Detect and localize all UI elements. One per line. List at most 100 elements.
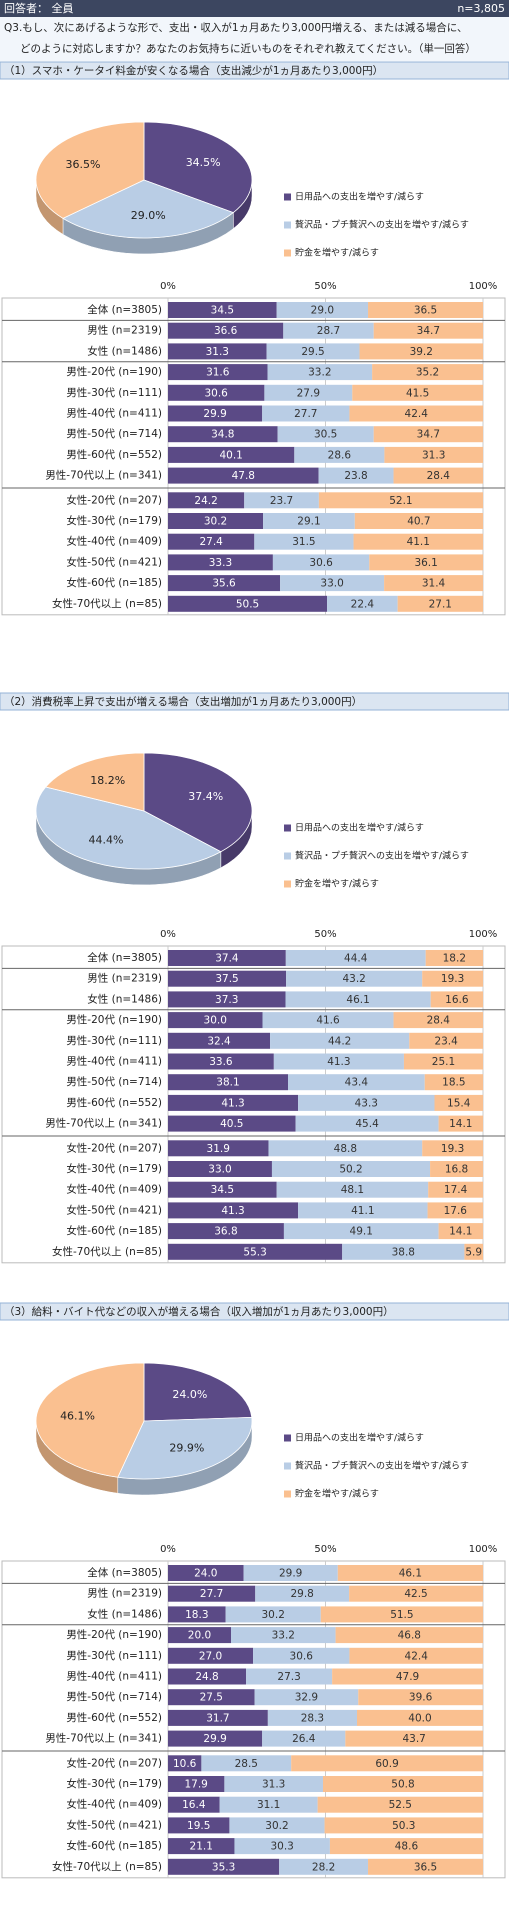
bar-value-label: 30.6 xyxy=(290,1650,314,1662)
bar-value-label: 43.2 xyxy=(342,973,365,985)
category-label: 男性-70代以上 (n=341) xyxy=(45,1117,162,1130)
bar-value-label: 31.6 xyxy=(206,367,230,379)
bar-value-label: 41.3 xyxy=(327,1056,350,1068)
bar-value-label: 30.2 xyxy=(262,1609,285,1621)
legend-swatch xyxy=(284,880,291,888)
section-title: （1）スマホ・ケータイ料金が安くなる場合（支出減少が1ヵ月あたり3,000円） xyxy=(4,64,383,77)
bar-value-label: 42.4 xyxy=(405,1650,429,1662)
category-label: 男性 (n=2319) xyxy=(87,324,162,337)
bar-value-label: 42.4 xyxy=(405,408,429,420)
category-label: 男性-40代 (n=411) xyxy=(66,407,162,420)
bar-segment xyxy=(372,364,483,381)
legend-label: 贅沢品・プチ贅沢への支出を増やす/減らす xyxy=(295,850,469,862)
bar-segment xyxy=(254,1689,359,1706)
bar-segment xyxy=(270,1032,410,1049)
bar-value-label: 27.3 xyxy=(277,1671,300,1683)
bar-segment xyxy=(359,343,483,360)
bar-segment xyxy=(168,1796,220,1813)
bar-segment xyxy=(409,1032,483,1049)
x-tick-label: 0% xyxy=(160,1544,176,1555)
bar-value-label: 31.9 xyxy=(207,1143,230,1155)
bar-segment xyxy=(168,384,265,401)
bar-segment xyxy=(324,1817,483,1834)
bar-segment xyxy=(168,1606,226,1623)
bar-value-label: 44.2 xyxy=(328,1035,351,1047)
bar-segment xyxy=(254,533,354,550)
category-label: 女性-20代 (n=207) xyxy=(66,493,162,506)
bar-segment xyxy=(357,1709,483,1726)
bar-segment xyxy=(317,1796,483,1813)
bar-segment xyxy=(266,343,360,360)
bar-segment xyxy=(285,950,426,966)
bar-value-label: 27.1 xyxy=(429,598,452,610)
category-label: 女性-50代 (n=421) xyxy=(66,555,162,568)
bar-segment xyxy=(168,1565,244,1581)
bar-segment xyxy=(168,1668,247,1685)
category-label: 男性-60代 (n=552) xyxy=(66,1711,162,1724)
question-box xyxy=(0,17,509,61)
bar-value-label: 24.2 xyxy=(194,495,217,507)
bar-value-label: 27.5 xyxy=(200,1692,223,1704)
pie-slice xyxy=(62,179,235,239)
category-label: 女性 (n=1486) xyxy=(87,992,162,1005)
bar-value-label: 44.4 xyxy=(344,953,368,965)
category-label: 女性-40代 (n=409) xyxy=(66,535,162,548)
bar-value-label: 36.1 xyxy=(414,557,437,569)
bar-value-label: 46.1 xyxy=(399,1568,422,1580)
bar-value-label: 27.7 xyxy=(200,1588,223,1600)
pie-label: 29.0% xyxy=(131,209,166,222)
bar-value-label: 34.7 xyxy=(417,325,440,337)
x-tick-label: 100% xyxy=(469,1544,498,1555)
bar-segment xyxy=(349,405,483,422)
bar-segment xyxy=(353,533,483,550)
bar-segment xyxy=(271,1161,431,1177)
legend-label: 貯金を増やす/減らす xyxy=(295,878,379,890)
category-label: 女性-40代 (n=409) xyxy=(66,1183,162,1196)
bar-segment xyxy=(285,991,431,1008)
bar-segment xyxy=(168,1243,343,1260)
bar-value-label: 39.2 xyxy=(410,346,433,358)
bar-value-label: 34.5 xyxy=(211,305,234,317)
bar-segment xyxy=(438,1115,483,1132)
bar-segment xyxy=(168,554,273,571)
bar-value-label: 32.4 xyxy=(207,1035,231,1047)
bar-value-label: 31.4 xyxy=(422,578,446,590)
bar-segment xyxy=(168,405,263,422)
bar-value-label: 29.0 xyxy=(311,305,334,317)
bar-segment xyxy=(168,513,264,529)
bar-segment xyxy=(168,970,287,987)
category-label: 女性-70代以上 (n=85) xyxy=(52,597,162,610)
bar-value-label: 28.4 xyxy=(427,1015,451,1027)
bar-value-label: 51.5 xyxy=(390,1609,413,1621)
bar-value-label: 36.5 xyxy=(414,1861,437,1873)
section-title-bar xyxy=(0,61,509,80)
pie-label: 29.9% xyxy=(169,1442,204,1455)
bar-value-label: 43.4 xyxy=(345,1077,369,1089)
x-tick-label: 50% xyxy=(314,281,336,292)
bar-segment xyxy=(255,1585,350,1602)
bar-value-label: 10.6 xyxy=(173,1758,197,1770)
category-label: 女性-30代 (n=179) xyxy=(66,1162,162,1175)
bar-segment xyxy=(320,1606,483,1623)
bar-segment xyxy=(318,467,394,484)
category-label: 全体 (n=3805) xyxy=(87,303,162,316)
bar-value-label: 16.4 xyxy=(182,1799,206,1811)
bar-value-label: 52.5 xyxy=(389,1799,412,1811)
bar-value-label: 20.0 xyxy=(188,1630,211,1642)
bar-value-label: 36.5 xyxy=(414,305,437,317)
bar-value-label: 31.3 xyxy=(422,449,445,461)
bar-segment xyxy=(354,513,483,529)
bar-segment xyxy=(168,991,286,1008)
bar-value-label: 26.4 xyxy=(292,1733,316,1745)
category-label: 女性-50代 (n=421) xyxy=(66,1818,162,1831)
section-title: （3）給料・バイト代などの収入が増える場合（収入増加が1ヵ月あたり3,000円） xyxy=(4,1305,394,1318)
bar-segment xyxy=(422,1140,483,1157)
respondents: 回答者： 全員 xyxy=(4,1,74,15)
bar-segment xyxy=(224,1776,323,1792)
chart-frame xyxy=(1,945,506,1264)
bar-segment xyxy=(168,343,267,360)
category-label: 男性-30代 (n=111) xyxy=(66,386,162,399)
bar-segment xyxy=(168,533,255,550)
bar-segment xyxy=(168,1181,277,1198)
bar-value-label: 34.7 xyxy=(417,429,440,441)
